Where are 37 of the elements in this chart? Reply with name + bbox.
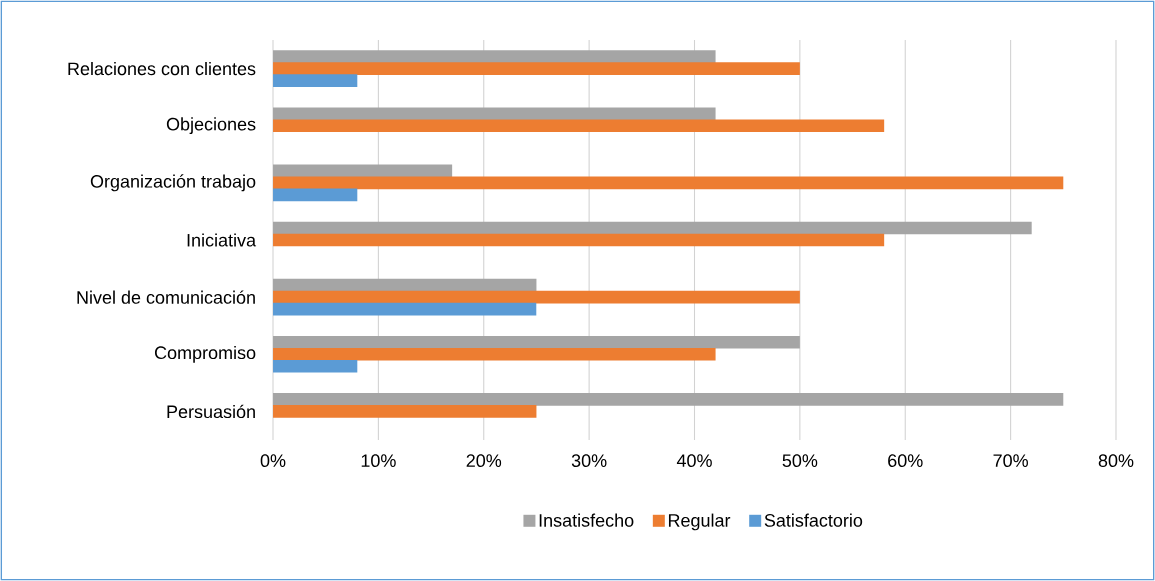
- x-tick-label: 10%: [361, 454, 396, 467]
- x-tick-label: 0%: [260, 454, 286, 467]
- bar: [273, 119, 885, 133]
- bar: [273, 405, 537, 418]
- y-tick-label: Persuasión: [167, 404, 255, 419]
- x-tick-label: 20%: [466, 454, 502, 467]
- y-tick-label: Objeciones: [166, 117, 256, 135]
- bar: [273, 50, 716, 63]
- legend-label: Insatisfecho: [539, 513, 634, 527]
- y-tick-label: Iniciativa: [187, 233, 257, 247]
- x-tick-label: 40%: [676, 454, 712, 467]
- bar: [273, 221, 1032, 235]
- bar: [273, 393, 1064, 406]
- y-tick-label: Compromiso: [154, 345, 256, 363]
- x-tick-label: 80%: [1098, 454, 1134, 467]
- y-tick-label: Organización trabajo: [90, 174, 256, 192]
- bar: [273, 107, 716, 121]
- bar: [273, 188, 358, 202]
- bar: [273, 164, 453, 178]
- bar: [273, 233, 885, 247]
- bar: [273, 359, 358, 373]
- bar: [273, 347, 716, 361]
- y-tick-label: Nivel de comunicación: [77, 290, 255, 304]
- bar: [273, 302, 537, 316]
- bar: [273, 290, 800, 304]
- x-tick-label: 70%: [993, 454, 1028, 467]
- bar: [273, 176, 1064, 190]
- x-tick-label: 60%: [888, 454, 923, 467]
- x-tick-label: 50%: [782, 454, 818, 467]
- legend-label: Satisfactorio: [764, 513, 863, 527]
- bar: [273, 335, 800, 349]
- bar: [273, 62, 800, 75]
- bar: [273, 74, 358, 87]
- y-tick-label: Relaciones con clientes: [68, 61, 256, 76]
- bar: [273, 278, 537, 292]
- legend-label: Regular: [668, 513, 731, 531]
- x-tick-label: 30%: [571, 454, 607, 467]
